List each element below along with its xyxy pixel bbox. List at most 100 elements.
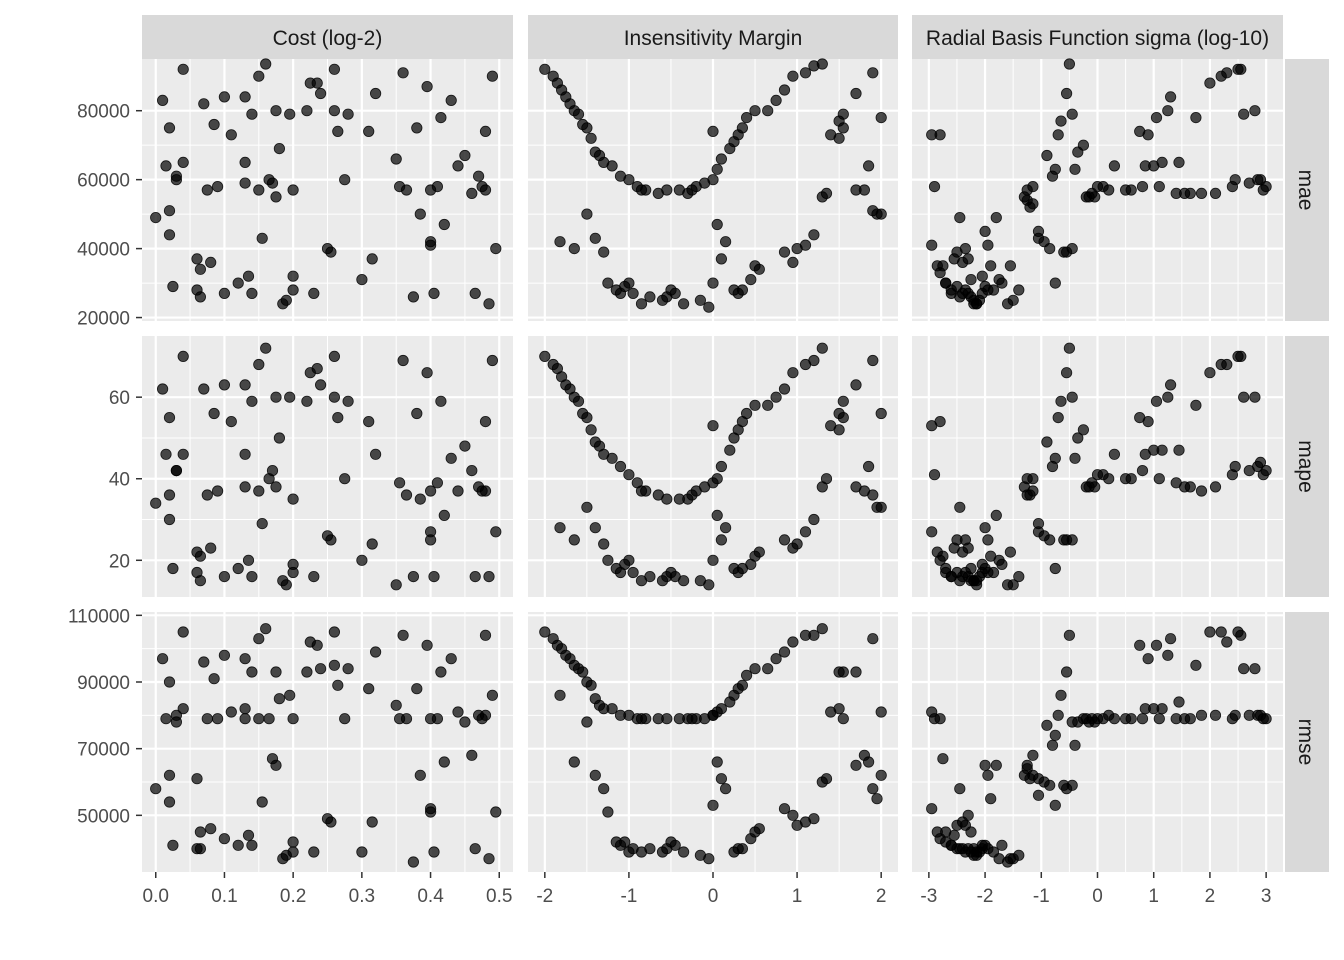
data-point <box>308 287 320 299</box>
data-point <box>787 809 799 821</box>
data-point <box>954 212 966 224</box>
data-point <box>1238 663 1250 675</box>
data-point <box>539 350 551 362</box>
data-point <box>1027 473 1039 485</box>
data-point <box>965 273 977 286</box>
data-point <box>1249 663 1261 675</box>
data-point <box>208 407 220 420</box>
data-point <box>160 160 172 172</box>
data-point <box>979 759 991 771</box>
data-point <box>581 411 593 424</box>
data-point <box>707 799 719 811</box>
data-point <box>1221 358 1233 371</box>
data-point <box>1142 129 1154 141</box>
data-point <box>606 160 618 172</box>
data-point <box>724 444 736 456</box>
data-point <box>428 846 440 858</box>
data-point <box>266 177 279 189</box>
points-rmse-col1 <box>539 623 887 865</box>
data-point <box>225 129 237 141</box>
data-point <box>1173 156 1185 168</box>
data-point <box>177 626 189 638</box>
data-point <box>270 391 282 403</box>
data-point <box>356 554 368 566</box>
data-point <box>1156 444 1168 456</box>
data-point <box>858 184 871 196</box>
data-point <box>554 689 566 701</box>
data-point <box>976 558 988 571</box>
data-point <box>1041 719 1053 731</box>
data-point <box>1235 63 1247 75</box>
data-point <box>799 239 812 251</box>
data-point <box>778 246 791 258</box>
data-point <box>1061 87 1073 100</box>
strips-top: Cost (log-2) Insensitivity Margin Radial… <box>142 15 1283 59</box>
data-point <box>246 666 258 678</box>
data-point <box>366 816 378 828</box>
data-point <box>1007 579 1019 591</box>
data-point <box>568 243 580 255</box>
data-point <box>1066 243 1078 255</box>
data-point <box>424 239 437 251</box>
data-point <box>862 160 875 172</box>
data-point <box>270 666 282 678</box>
data-point <box>431 181 443 193</box>
data-point <box>996 839 1008 851</box>
data-point <box>1190 112 1202 124</box>
data-point <box>157 94 169 107</box>
data-point <box>1049 799 1061 811</box>
strip-row-0: mae <box>1285 59 1329 321</box>
data-point <box>445 94 457 107</box>
data-point <box>246 108 258 120</box>
data-point <box>1108 713 1121 725</box>
data-point <box>287 836 299 848</box>
data-point <box>799 526 812 538</box>
data-point <box>736 284 749 296</box>
data-point <box>273 432 285 444</box>
data-point <box>270 481 282 493</box>
data-point <box>435 395 447 407</box>
data-point <box>256 517 268 530</box>
data-point <box>1204 367 1216 379</box>
data-point <box>940 562 952 575</box>
data-point <box>703 853 715 865</box>
data-point <box>1215 626 1227 638</box>
data-point <box>366 253 378 265</box>
data-point <box>1041 149 1053 162</box>
data-point <box>711 509 723 522</box>
data-point <box>363 125 375 137</box>
data-point <box>619 836 631 848</box>
data-point <box>1063 342 1076 354</box>
x-tick-label: -1 <box>1033 886 1050 907</box>
data-point <box>589 232 601 244</box>
data-point <box>342 108 354 120</box>
data-point <box>356 846 368 858</box>
data-point <box>707 125 719 137</box>
data-point <box>270 105 282 117</box>
data-point <box>1021 489 1033 501</box>
data-point <box>287 493 299 505</box>
data-point <box>677 846 690 858</box>
data-point <box>160 713 172 725</box>
x-tick-label: 2 <box>876 886 887 907</box>
data-point <box>623 554 635 566</box>
data-point <box>837 713 849 725</box>
data-point <box>466 749 478 761</box>
data-point <box>808 629 820 641</box>
data-point <box>400 489 413 501</box>
data-point <box>1162 105 1174 117</box>
data-point <box>308 570 320 583</box>
data-point <box>850 759 862 771</box>
data-point <box>369 448 382 460</box>
data-point <box>260 623 272 635</box>
data-point <box>945 839 957 851</box>
data-point <box>875 407 887 420</box>
data-point <box>218 287 230 299</box>
data-point <box>1238 391 1250 403</box>
x-tick-label: 0 <box>1092 886 1103 907</box>
data-point <box>568 756 580 768</box>
data-point <box>1204 626 1216 638</box>
data-point <box>606 452 618 464</box>
data-point <box>232 562 244 575</box>
